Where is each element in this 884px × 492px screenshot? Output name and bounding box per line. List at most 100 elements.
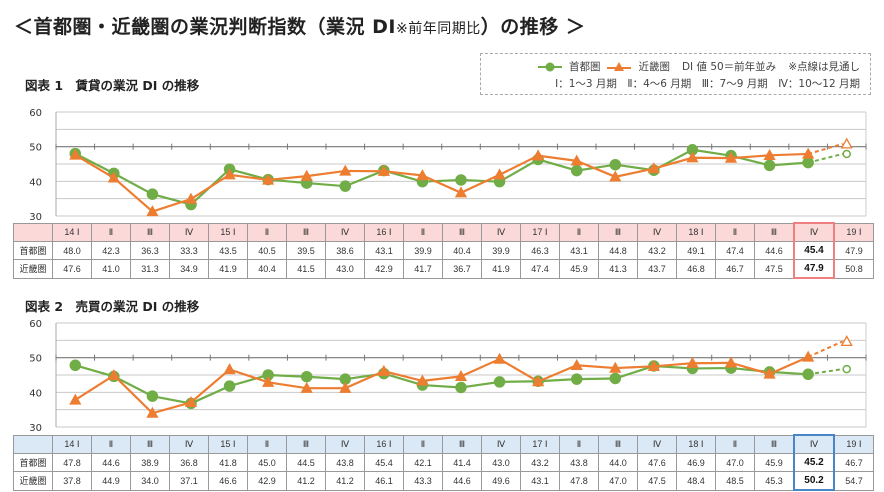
column-header: 19 Ⅰ [833,222,874,242]
column-header: 17 Ⅰ [520,222,560,242]
triangle-marker-icon [532,149,545,161]
legend-label-kinki: 近畿圏 [638,61,670,73]
triangle-marker-icon [532,375,545,387]
legend-row-series: 首都圏 近畿圏 DI 値 50＝前年並み ※点線は見通し [537,59,860,74]
triangle-marker-icon [339,381,352,393]
triangle-marker-icon [184,192,198,204]
circle-marker-icon [146,188,159,200]
table-cell: 39.9 [403,241,443,260]
column-header: Ⅲ [130,222,170,242]
table-cell: 47.6 [637,453,677,472]
triangle-marker-icon [416,169,429,181]
table-cell: 43.7 [637,259,677,279]
triangle-marker-icon [300,381,313,393]
table-cell: 47.4 [520,259,560,279]
column-header: Ⅱ [559,434,599,454]
table-cell: 54.7 [833,471,874,491]
circle-marker-icon [339,180,352,192]
table-cell: 36.7 [442,259,482,279]
triangle-marker-icon [647,162,660,174]
circle-marker-icon [609,372,622,385]
triangle-marker-icon [262,173,275,185]
table-cell: 37.8 [52,471,92,491]
circle-marker-icon [802,156,814,169]
legend-label-shutoken: 首都圏 [568,61,601,73]
column-header: Ⅲ [754,434,795,454]
triangle-marker-icon [107,171,120,183]
row-label: 首都圏 [13,453,53,472]
table-cell: 46.8 [676,259,716,279]
triangle-marker-icon [840,335,853,347]
table-cell: 36.8 [169,453,209,472]
table-cell: 49.1 [676,241,716,260]
circle-marker-icon [609,158,622,171]
table-cell: 47.9 [793,259,835,279]
circle-marker-icon [570,373,583,385]
table-cell: 44.8 [598,241,638,260]
column-header: Ⅳ [169,434,209,454]
triangle-marker-icon [609,361,622,373]
triangle-marker-icon [686,356,699,368]
triangle-marker-icon [146,205,159,217]
row-label: 近畿圏 [13,471,53,491]
table-cell: 45.9 [754,453,795,472]
table-header-row: 14 Ⅰ Ⅱ Ⅲ Ⅳ 15 Ⅰ Ⅱ Ⅲ Ⅳ 16 Ⅰ Ⅱ Ⅲ Ⅳ 17 Ⅰ Ⅱ Ⅲ Ⅳ 18 Ⅰ Ⅱ Ⅲ Ⅳ 19 Ⅰ [13,222,874,242]
table-cell: 44.5 [286,453,326,472]
table-cell: 47.5 [754,259,795,279]
table-cell: 44.9 [91,471,131,491]
chart1-title: 図表 1 賃貸の業況 DI の推移 [25,78,200,93]
triangle-marker-icon [69,393,82,405]
table-cell: 38.9 [130,453,170,472]
column-header: Ⅳ [637,222,677,242]
table-cell: 39.5 [286,241,326,260]
triangle-marker-icon [416,374,429,386]
triangle-marker-icon [146,406,159,418]
table-cell: 47.9 [833,241,874,260]
table-cell: 50.8 [833,259,874,279]
triangle-marker-icon [802,147,815,159]
table-cell: 43.8 [325,453,365,472]
table-cell: 44.0 [598,453,638,472]
table-cell: 43.5 [208,241,248,260]
table-cell: 45.4 [364,453,404,472]
circle-marker-icon [493,376,506,388]
table-cell: 46.3 [520,241,560,260]
triangle-marker-icon [69,148,82,160]
y-tick-label: 60 [29,319,42,330]
column-header: Ⅱ [91,222,131,242]
triangle-marker-icon [262,375,275,387]
column-header: 15 Ⅰ [208,222,248,242]
table-cell: 39.9 [481,241,521,260]
column-header: Ⅲ [598,434,638,454]
table-cell: 41.9 [481,259,521,279]
table-cell: 44.6 [442,471,482,491]
column-header: Ⅱ [91,434,131,454]
legend: 首都圏 近畿圏 DI 値 50＝前年並み ※点線は見通し Ⅰ：1～3 月期 Ⅱ：… [480,53,871,95]
triangle-marker-icon [607,61,632,71]
column-header: Ⅳ [637,434,677,454]
table-cell: 34.0 [130,471,170,491]
y-tick-label: 30 [29,423,42,433]
table-cell: 46.9 [676,453,716,472]
table-cell: 41.3 [598,259,638,279]
column-header: 14 Ⅰ [52,434,92,454]
legend-quarters: Ⅰ：1～3 月期 Ⅱ：4～6 月期 Ⅲ：7～9 月期 Ⅳ：10～12 月期 [555,78,860,90]
circle-marker-icon [842,149,851,159]
circle-marker-icon [146,390,159,402]
column-header: Ⅱ [403,434,443,454]
column-header: Ⅲ [442,222,482,242]
y-tick-label: 50 [29,354,42,365]
y-tick-label: 40 [29,177,42,188]
column-header: 14 Ⅰ [52,222,92,242]
table-cell: 40.4 [442,241,482,260]
table-cell: 47.0 [715,453,755,472]
table-cell: 47.5 [637,471,677,491]
table-cell: 44.6 [754,241,795,260]
table-cell: 42.9 [247,471,287,491]
row-label: 近畿圏 [13,259,53,279]
table-cell: 37.1 [169,471,209,491]
table-cell: 46.6 [208,471,248,491]
circle-marker-icon [69,359,82,372]
